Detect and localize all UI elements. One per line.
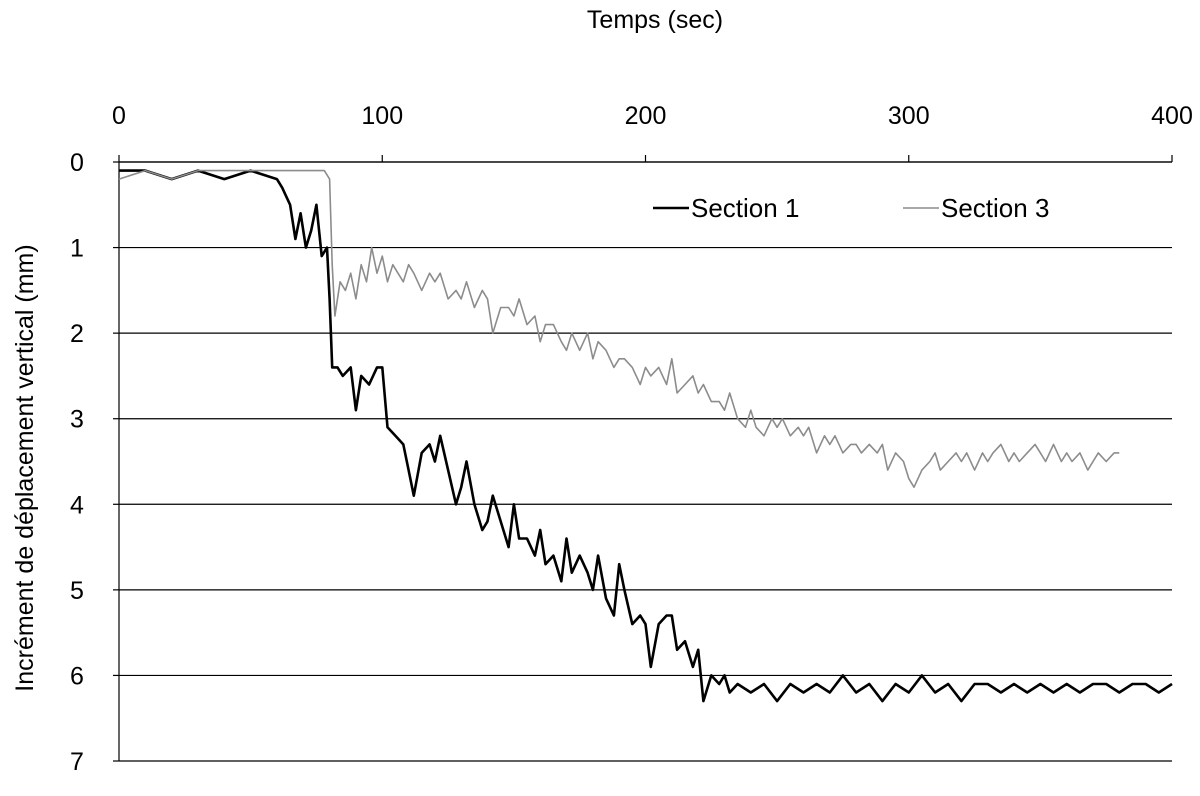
series-line-1 bbox=[119, 169, 1173, 703]
series-lines bbox=[118, 169, 1173, 703]
y-tick-label: 1 bbox=[70, 235, 84, 263]
x-tick-label: 0 bbox=[112, 102, 126, 130]
y-axis-ticks: 0 1 2 3 4 5 6 7 bbox=[70, 149, 119, 776]
y-tick-label: 3 bbox=[70, 406, 84, 434]
y-axis-title: Incrément de déplacement vertical (mm) bbox=[11, 244, 39, 691]
legend-label-1: Section 1 bbox=[691, 193, 799, 223]
gridlines bbox=[118, 161, 1172, 762]
legend: Section 1 Section 3 bbox=[653, 193, 1049, 223]
x-axis-ticks: 0 100 200 300 400 bbox=[112, 102, 1193, 162]
y-tick-label: 2 bbox=[70, 320, 84, 348]
x-tick-label: 400 bbox=[1151, 102, 1193, 130]
y-tick-label: 5 bbox=[70, 577, 84, 605]
x-tick-label: 100 bbox=[361, 102, 403, 130]
x-tick-label: 200 bbox=[625, 102, 667, 130]
x-axis-title: Temps (sec) bbox=[587, 6, 723, 34]
y-tick-label: 7 bbox=[70, 748, 84, 776]
series-line-2 bbox=[118, 169, 1120, 489]
y-tick-label: 6 bbox=[70, 662, 84, 690]
legend-label-2: Section 3 bbox=[941, 193, 1049, 223]
x-tick-label: 300 bbox=[888, 102, 930, 130]
y-tick-label: 0 bbox=[70, 149, 84, 177]
y-tick-label: 4 bbox=[70, 491, 84, 519]
